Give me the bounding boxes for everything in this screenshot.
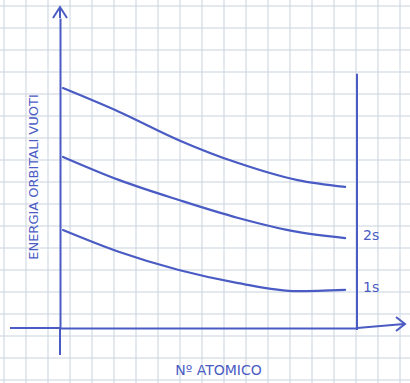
chart: 2s 1s Nº ATOMICO ENERGIA ORBITALI VUOTI [0,0,410,383]
axis-extension [10,327,60,329]
arrow-head [53,7,67,18]
paper-line [356,0,357,383]
paper-line [0,358,410,359]
paper-line [312,0,313,383]
y-axis [60,19,61,329]
right-frame-line [356,74,358,330]
x-axis [61,328,358,329]
axis-arrows [10,7,405,355]
paper-line [180,0,181,383]
paper-line [246,0,247,383]
axis-line [60,19,62,329]
paper-line [70,0,71,383]
arrow-head [396,317,405,331]
paper-line [290,0,291,383]
paper-line [136,0,137,383]
paper-line [4,0,5,383]
graph-paper [0,0,410,383]
paper-line [268,0,269,383]
curve [63,230,345,291]
axis-line [61,328,358,330]
paper-line [0,336,410,337]
axis-extension [59,328,61,355]
paper-line [158,0,159,383]
paper-line [202,0,203,383]
series-label: 2s [363,227,379,243]
paper-line [114,0,115,383]
plot-area [63,88,345,291]
paper-line [224,0,225,383]
curve [63,88,345,187]
paper-line [334,0,335,383]
y-axis-title: ENERGIA ORBITALI VUOTI [26,94,41,260]
paper-line [400,0,401,383]
series-label: 1s [363,279,379,295]
paper-line [92,0,93,383]
axis-extension [357,324,404,328]
paper-line [0,380,410,381]
paper-line [48,0,49,383]
curve [63,157,345,238]
x-axis-title: Nº ATOMICO [175,362,262,378]
paper-line [0,6,410,7]
